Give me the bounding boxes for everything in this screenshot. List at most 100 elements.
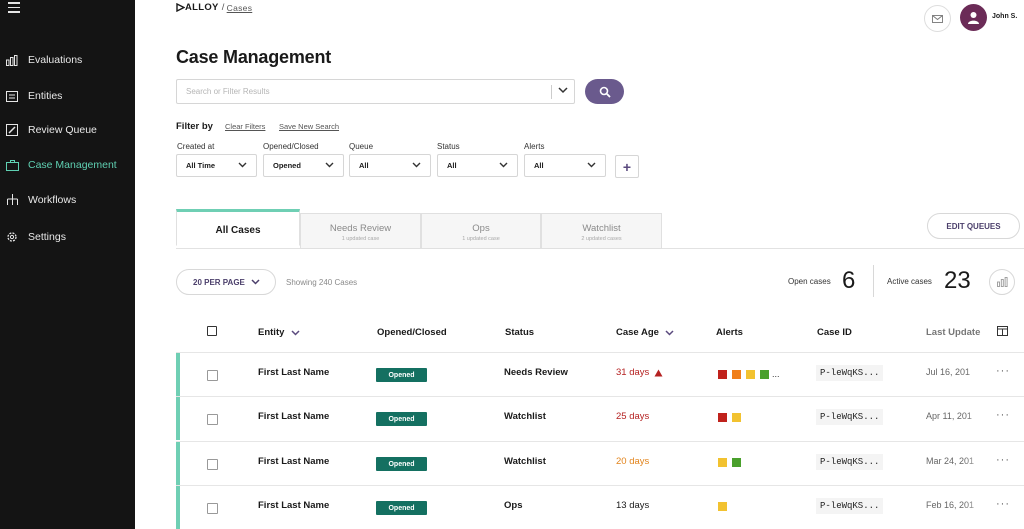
showing-count: Showing 240 Cases (286, 278, 358, 287)
table-row[interactable]: First Last Name Opened Watchlist 25 days… (176, 396, 1024, 440)
alloy-logo-icon (176, 3, 185, 12)
opened-badge: Opened (376, 412, 427, 426)
breadcrumb[interactable]: Cases (226, 2, 253, 13)
row-checkbox[interactable] (207, 370, 218, 381)
status-text: Watchlist (504, 411, 546, 422)
row-fade (966, 442, 986, 485)
sidebar-item-settings[interactable]: Settings (0, 227, 135, 247)
tab-watchlist[interactable]: Watchlist 2 updated cases (541, 213, 662, 249)
case-id[interactable]: P-leWqKS... (816, 498, 884, 514)
queue-select[interactable]: All (349, 154, 431, 177)
column-case-id[interactable]: Case ID (817, 327, 852, 338)
opened-badge: Opened (376, 457, 427, 471)
tab-needs-review[interactable]: Needs Review 1 updated case (300, 213, 421, 249)
column-opened-closed[interactable]: Opened/Closed (377, 327, 447, 338)
tab-ops[interactable]: Ops 1 updated case (421, 213, 541, 249)
chevron-down-icon (325, 162, 334, 168)
column-status[interactable]: Status (505, 327, 534, 338)
sidebar-item-case-management[interactable]: Case Management (0, 155, 135, 175)
sort-down-icon (291, 329, 300, 336)
case-age-value: 25 days (616, 411, 650, 422)
alert-square[interactable] (718, 502, 727, 511)
header-logo[interactable]: ALLOY / Cases (176, 2, 252, 13)
column-alerts[interactable]: Alerts (716, 327, 743, 338)
created-at-select[interactable]: All Time (176, 154, 257, 177)
id-card-icon (5, 89, 19, 103)
column-entity[interactable]: Entity (258, 327, 300, 338)
alert-square[interactable] (718, 458, 727, 467)
alert-square[interactable] (732, 458, 741, 467)
user-name[interactable]: John S. (992, 13, 1018, 20)
entity-name[interactable]: First Last Name (258, 411, 330, 422)
sidebar-item-review-queue[interactable]: Review Queue (0, 120, 135, 140)
select-all-checkbox[interactable] (207, 326, 217, 336)
row-checkbox[interactable] (207, 459, 218, 470)
row-menu-button[interactable]: ··· (996, 409, 1010, 421)
menu-icon[interactable] (8, 2, 20, 13)
sidebar-item-label: Workflows (28, 194, 77, 206)
chevron-down-icon (587, 162, 596, 168)
clear-filters-link[interactable]: Clear Filters (225, 122, 266, 131)
search-input[interactable] (177, 80, 547, 103)
sidebar-item-workflows[interactable]: Workflows (0, 190, 135, 210)
columns-icon[interactable] (997, 326, 1008, 336)
alert-square[interactable] (732, 369, 741, 379)
row-checkbox[interactable] (207, 414, 218, 425)
row-status-bar (176, 486, 180, 529)
chart-button[interactable] (989, 269, 1015, 295)
row-checkbox[interactable] (207, 503, 218, 514)
entity-name[interactable]: First Last Name (258, 367, 330, 378)
alert-square[interactable] (718, 369, 727, 379)
gear-icon (5, 230, 19, 244)
table-row[interactable]: First Last Name Opened Ops 13 days P-leW… (176, 485, 1024, 529)
search-icon (599, 86, 611, 98)
active-cases-label: Active cases (887, 277, 932, 286)
avatar[interactable] (960, 4, 987, 31)
sidebar: Evaluations Entities Review Queue Case M… (0, 0, 135, 529)
messages-button[interactable] (924, 5, 951, 32)
sort-down-icon (665, 329, 674, 336)
sidebar-item-entities[interactable]: Entities (0, 86, 135, 106)
per-page-select[interactable]: 20 PER PAGE (176, 269, 276, 295)
sidebar-item-label: Review Queue (28, 124, 97, 136)
tab-label: Ops (472, 223, 490, 234)
search-button[interactable] (585, 79, 624, 104)
active-cases-value: 23 (944, 267, 971, 294)
alert-square[interactable] (760, 369, 769, 379)
add-filter-button[interactable]: + (615, 155, 639, 178)
case-id[interactable]: P-leWqKS... (816, 365, 884, 381)
case-id[interactable]: P-leWqKS... (816, 409, 884, 425)
briefcase-icon (5, 158, 19, 172)
sidebar-item-evaluations[interactable]: Evaluations (0, 50, 135, 70)
alerts-select[interactable]: All (524, 154, 606, 177)
status-value: All (447, 161, 457, 170)
save-search-link[interactable]: Save New Search (279, 122, 340, 131)
last-updated: Feb 16, 201 (926, 500, 975, 510)
alert-square[interactable] (732, 413, 741, 422)
tab-label: Watchlist (582, 223, 621, 234)
table-row[interactable]: First Last Name Opened Watchlist 20 days… (176, 441, 1024, 485)
breadcrumb-separator: / (221, 2, 225, 13)
status-text: Needs Review (504, 367, 568, 378)
chevron-down-icon[interactable] (558, 87, 568, 94)
edit-queues-button[interactable]: EDIT QUEUES (927, 213, 1020, 239)
column-last-updated[interactable]: Last Update (926, 327, 983, 338)
column-case-id-label: Case ID (817, 327, 852, 338)
edit-icon (5, 123, 19, 137)
alert-square[interactable] (718, 413, 727, 422)
case-id[interactable]: P-leWqKS... (816, 454, 884, 470)
row-menu-button[interactable]: ··· (996, 498, 1010, 510)
row-menu-button[interactable]: ··· (996, 454, 1010, 466)
opened-closed-select[interactable]: Opened (263, 154, 344, 177)
status-select[interactable]: All (437, 154, 518, 177)
row-menu-button[interactable]: ··· (996, 365, 1010, 377)
entity-name[interactable]: First Last Name (258, 456, 330, 467)
filter-label-queue: Queue (349, 142, 374, 151)
column-case-age[interactable]: Case Age (616, 327, 674, 338)
tab-all-cases[interactable]: All Cases (176, 209, 300, 246)
entity-name[interactable]: First Last Name (258, 500, 330, 511)
page-title: Case Management (176, 47, 332, 67)
table-row[interactable]: First Last Name Opened Needs Review 31 d… (176, 352, 1024, 396)
alert-square[interactable] (746, 369, 755, 379)
user-icon (968, 12, 979, 24)
